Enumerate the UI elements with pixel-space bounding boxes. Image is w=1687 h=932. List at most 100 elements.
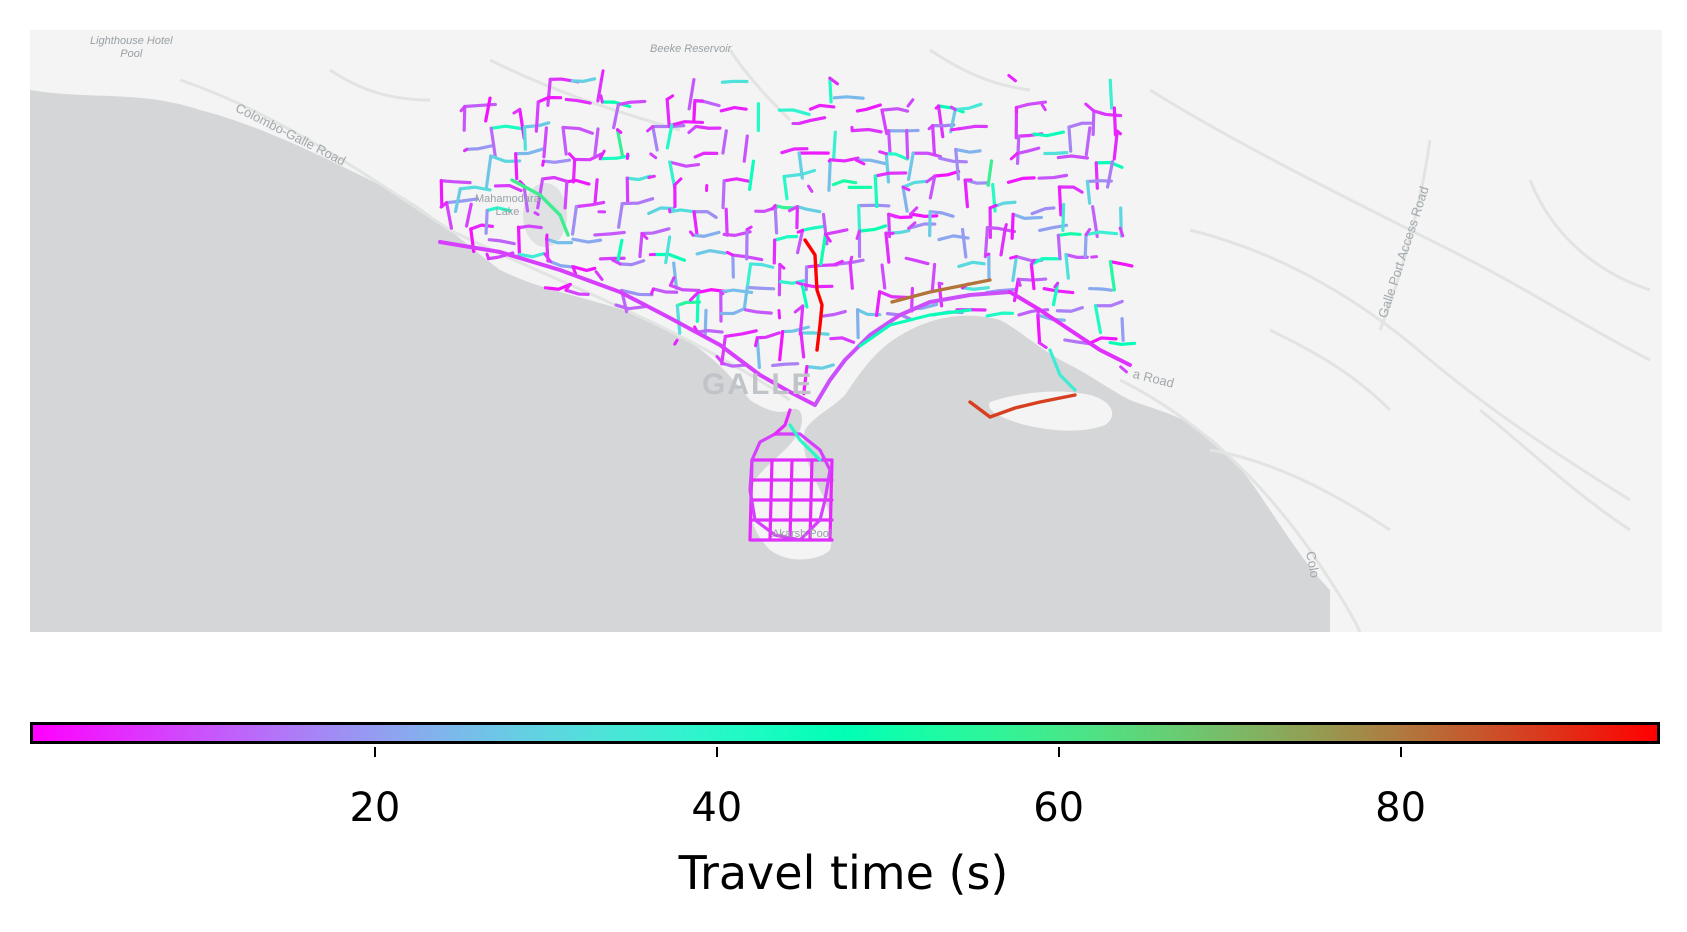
street-segment (1037, 173, 1069, 180)
street-segment (1011, 254, 1018, 283)
street-segment (564, 97, 592, 105)
street-segment (813, 290, 1012, 407)
street-segment (565, 178, 591, 186)
street-segment (742, 134, 749, 163)
street-segment (984, 252, 991, 257)
street-segment (695, 249, 727, 256)
street-segment (1088, 286, 1114, 292)
street-segment (687, 124, 698, 135)
street-segment (850, 127, 883, 134)
street-segment (855, 308, 860, 340)
street-segment (954, 147, 982, 154)
street-segment (542, 126, 549, 159)
street-segment (695, 290, 700, 323)
street-segment (546, 77, 552, 107)
street-segment (858, 308, 972, 348)
street-segment (1009, 255, 1018, 260)
street-segment (570, 77, 597, 83)
street-segment (670, 120, 705, 127)
street-segment (1030, 206, 1056, 216)
street-segment (1040, 103, 1047, 112)
street-segment (598, 154, 631, 161)
street-segment (549, 260, 576, 269)
street-segment (1029, 262, 1036, 291)
mahamodara-lake-label: Mahamodara Lake (475, 193, 540, 219)
street-segment (1016, 277, 1022, 287)
street-segment (827, 158, 832, 163)
street-segment (901, 185, 909, 213)
street-segment (665, 94, 675, 101)
street-segment (564, 283, 572, 292)
street-segment (543, 252, 553, 264)
street-segment (887, 212, 898, 219)
street-segment (652, 252, 687, 262)
street-segment (665, 123, 674, 150)
street-segment (925, 174, 937, 184)
street-segment (692, 209, 718, 220)
street-segment (968, 393, 1077, 419)
street-segment (664, 235, 672, 265)
street-segment (745, 225, 753, 232)
street-segment (545, 237, 574, 245)
street-segment (857, 224, 888, 233)
street-segment (439, 179, 444, 209)
street-segment (721, 129, 728, 155)
street-segment (742, 285, 749, 311)
street-segment (778, 263, 786, 270)
street-segment (880, 263, 887, 290)
street-segment (890, 278, 992, 304)
street-segment (754, 336, 759, 348)
street-segment (901, 185, 911, 192)
street-segment (833, 259, 844, 266)
street-segment (675, 300, 702, 308)
street-segment (617, 202, 624, 229)
street-segment (725, 250, 735, 257)
street-segment (848, 255, 854, 265)
street-segment (564, 288, 590, 296)
street-segment (1118, 226, 1125, 238)
street-segment (598, 149, 606, 161)
street-segment (611, 258, 622, 266)
street-segment (950, 127, 961, 132)
street-segment (465, 144, 493, 151)
street-segment (1043, 150, 1069, 156)
street-segment (1093, 299, 1124, 308)
street-segment (489, 126, 497, 158)
street-segment (985, 226, 1017, 234)
street-segment (848, 261, 854, 290)
street-segment (778, 279, 806, 285)
street-segment (469, 223, 494, 231)
street-segment (646, 125, 655, 133)
street-segment (771, 362, 800, 368)
street-segment (773, 204, 779, 235)
street-segment (561, 125, 594, 135)
street-segment (797, 116, 827, 126)
lighthouse-label-line1: Lighthouse Hotel (90, 35, 173, 47)
street-segment (458, 185, 492, 192)
street-segment (960, 227, 968, 259)
street-segment (1056, 233, 1062, 261)
street-segment (911, 151, 943, 159)
street-segment (927, 124, 935, 131)
street-segment (828, 76, 840, 86)
street-segment (1057, 185, 1063, 217)
street-segment (855, 103, 882, 113)
street-segment (1053, 281, 1060, 289)
colorbar-tick (715, 747, 718, 757)
street-segment (743, 308, 773, 315)
sea-area (30, 90, 1330, 632)
street-segment (1009, 152, 1019, 161)
street-segment (721, 179, 726, 210)
street-segment (1112, 106, 1118, 137)
street-segment (522, 183, 530, 213)
street-segment (665, 97, 671, 128)
street-segment (540, 175, 570, 184)
street-segment (831, 179, 858, 187)
street-segment (793, 304, 805, 314)
street-segment (688, 290, 700, 302)
street-segment (1084, 126, 1092, 157)
street-segment (649, 287, 655, 296)
street-segment (1037, 341, 1048, 350)
street-segment (873, 174, 879, 209)
street-segment (823, 228, 849, 236)
